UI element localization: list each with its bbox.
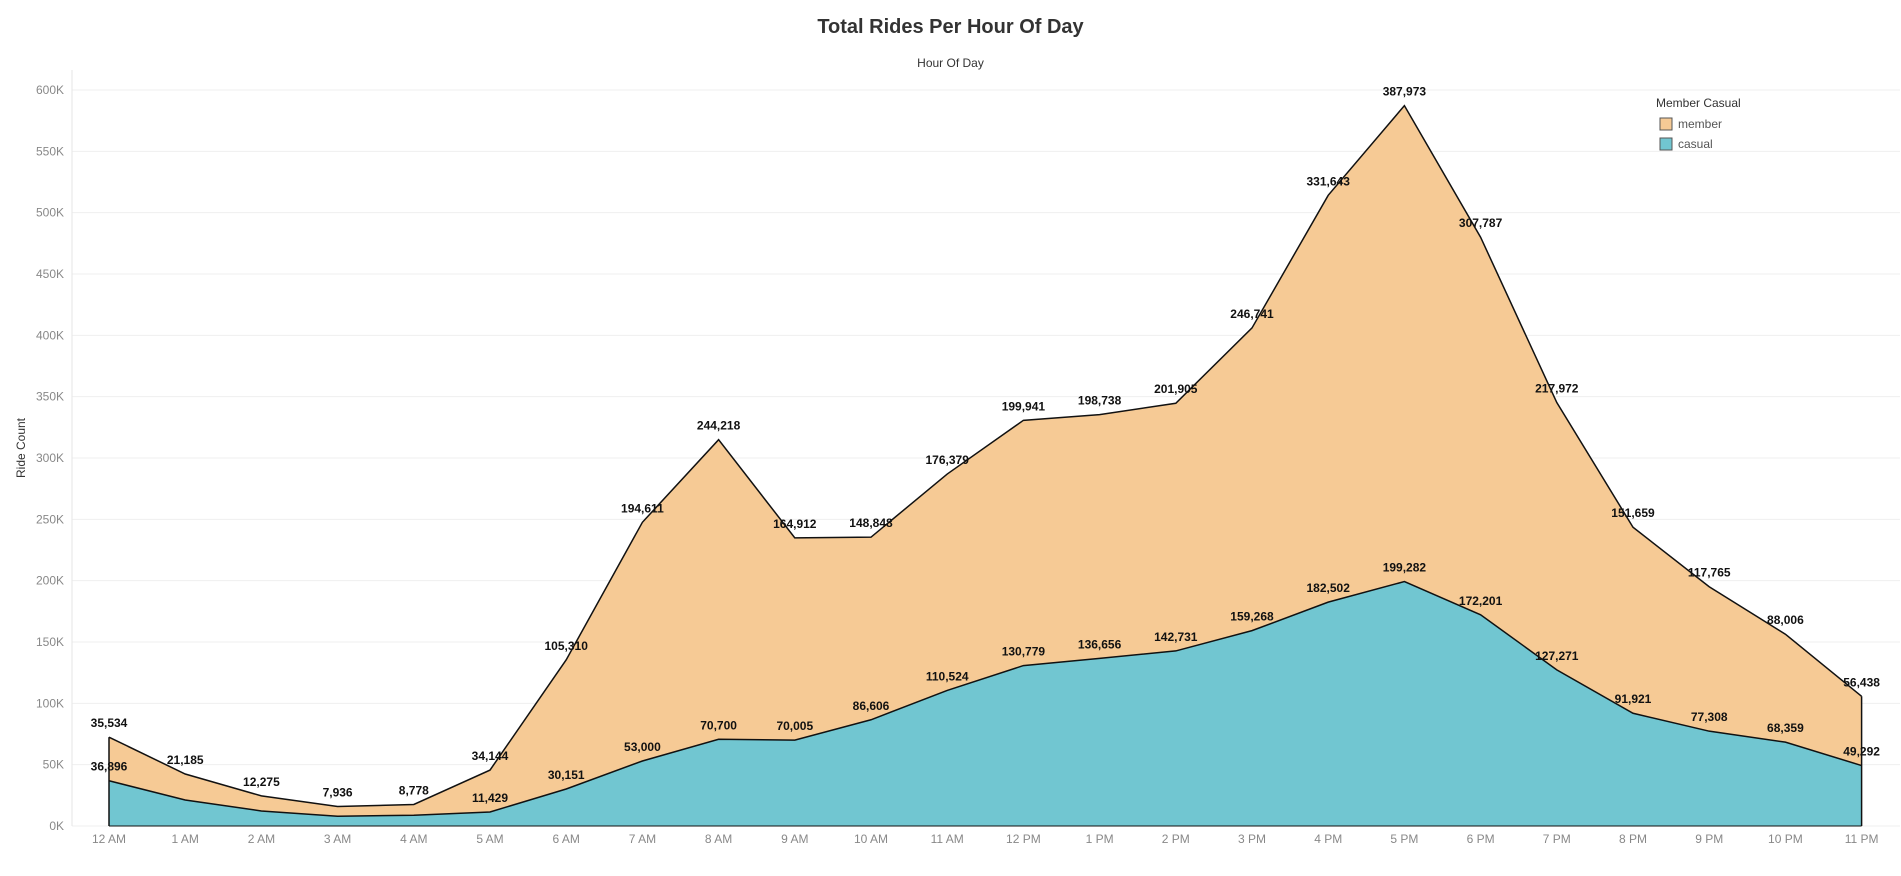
member-data-label: 34,144 xyxy=(472,749,509,763)
member-data-label: 201,905 xyxy=(1154,382,1198,396)
legend-swatch-member xyxy=(1659,117,1673,131)
casual-data-label: 70,005 xyxy=(776,719,813,733)
x-tick-label: 11 AM xyxy=(931,832,964,846)
x-tick-label: 12 PM xyxy=(1006,832,1041,846)
x-tick-label: 3 AM xyxy=(324,832,351,846)
casual-data-label: 49,292 xyxy=(1843,745,1880,759)
x-tick-label: 5 AM xyxy=(476,832,503,846)
legend-title: Member Casual xyxy=(1656,96,1741,110)
y-tick-label: 500K xyxy=(36,206,64,220)
member-data-label: 12,275 xyxy=(243,775,280,789)
casual-data-label: 53,000 xyxy=(624,740,661,754)
casual-data-label: 70,700 xyxy=(700,718,737,732)
x-tick-label: 2 PM xyxy=(1162,832,1190,846)
member-data-label: 387,973 xyxy=(1383,85,1427,99)
casual-data-label: 36,896 xyxy=(91,760,128,774)
x-tick-label: 5 PM xyxy=(1390,832,1418,846)
x-tick-label: 1 AM xyxy=(172,832,199,846)
member-data-label: 164,912 xyxy=(773,517,817,531)
legend-item-member: member xyxy=(1678,117,1722,131)
casual-data-label: 11,429 xyxy=(472,791,508,805)
y-tick-label: 150K xyxy=(36,635,64,649)
casual-line xyxy=(108,580,1862,818)
member-data-label: 88,006 xyxy=(1767,613,1804,627)
y-tick-label: 250K xyxy=(36,512,64,526)
y-tick-label: 0K xyxy=(49,819,64,833)
y-tick-label: 50K xyxy=(43,758,64,772)
casual-data-label: 199,282 xyxy=(1383,561,1427,575)
member-data-label: 105,310 xyxy=(545,639,589,653)
member-data-label: 151,659 xyxy=(1611,506,1655,520)
x-tick-label: 7 PM xyxy=(1543,832,1571,846)
casual-data-label: 130,779 xyxy=(1002,645,1046,659)
member-data-label: 217,972 xyxy=(1535,382,1579,396)
member-data-label: 199,941 xyxy=(1002,399,1046,413)
x-tick-label: 4 AM xyxy=(400,832,427,846)
y-tick-label: 300K xyxy=(36,451,64,465)
member-data-label: 56,438 xyxy=(1843,675,1880,689)
x-tick-label: 7 AM xyxy=(629,832,656,846)
chart-title: Total Rides Per Hour Of Day xyxy=(817,16,1084,38)
x-tick-label: 10 AM xyxy=(854,832,888,846)
x-tick-label: 9 PM xyxy=(1695,832,1723,846)
x-tick-label: 3 PM xyxy=(1238,832,1266,846)
member-data-label: 194,611 xyxy=(621,501,664,515)
casual-data-label: 136,656 xyxy=(1078,637,1122,651)
x-tick-label: 6 AM xyxy=(553,832,580,846)
member-data-label: 176,379 xyxy=(926,453,970,467)
x-tick-label: 1 PM xyxy=(1086,832,1114,846)
member-data-label: 117,765 xyxy=(1688,566,1731,580)
x-tick-label: 10 PM xyxy=(1768,832,1803,846)
casual-data-label: 77,308 xyxy=(1691,710,1728,724)
casual-data-label: 159,268 xyxy=(1230,610,1274,624)
x-tick-label: 8 AM xyxy=(705,832,732,846)
legend-swatch-casual xyxy=(1659,137,1673,151)
member-data-label: 8,778 xyxy=(399,783,429,797)
y-axis-ticks: 0K 50K 100K 150K 200K 250K 300K 350K 400K 450K 500… xyxy=(36,83,64,833)
x-axis-ticks: 12 AM 1 AM 2 AM 3 AM 4 AM 5 AM 6 AM 7 AM 8 AM 9 A… xyxy=(92,832,1879,846)
x-tick-label: 9 AM xyxy=(781,832,808,846)
member-data-label: 148,848 xyxy=(849,516,893,530)
y-tick-label: 100K xyxy=(36,696,64,710)
member-data-label: 307,787 xyxy=(1459,216,1503,230)
y-tick-label: 550K xyxy=(36,144,64,158)
area-series xyxy=(108,104,1863,827)
casual-area xyxy=(109,581,1862,826)
casual-data-label: 91,921 xyxy=(1615,692,1652,706)
x-tick-label: 2 AM xyxy=(248,832,275,846)
data-labels: 35,534 21,185 12,275 7,936 8,778 34,144 105,31… xyxy=(91,85,1881,805)
casual-data-label: 86,606 xyxy=(853,699,890,713)
member-area xyxy=(109,105,1862,817)
casual-data-label: 110,524 xyxy=(926,669,969,683)
y-axis-title: Ride Count xyxy=(14,417,28,478)
casual-data-label: 127,271 xyxy=(1535,649,1579,663)
member-line xyxy=(108,104,1863,808)
member-data-label: 198,738 xyxy=(1078,394,1122,408)
casual-data-label: 142,731 xyxy=(1154,630,1198,644)
x-axis-title: Hour Of Day xyxy=(917,56,984,70)
casual-data-label: 30,151 xyxy=(548,768,585,782)
y-tick-label: 350K xyxy=(36,390,64,404)
x-tick-label: 4 PM xyxy=(1314,832,1342,846)
casual-data-label: 182,502 xyxy=(1307,581,1351,595)
y-tick-label: 600K xyxy=(36,83,64,97)
x-tick-label: 8 PM xyxy=(1619,832,1647,846)
y-tick-label: 400K xyxy=(36,328,64,342)
legend-item-casual: casual xyxy=(1678,137,1713,151)
x-tick-label: 6 PM xyxy=(1467,832,1495,846)
x-tick-label: 12 AM xyxy=(92,832,126,846)
member-data-label: 21,185 xyxy=(167,753,204,767)
y-tick-label: 450K xyxy=(36,267,64,281)
legend[interactable]: Member Casual member casual xyxy=(1656,96,1741,151)
casual-data-label: 172,201 xyxy=(1459,594,1503,608)
casual-data-label: 68,359 xyxy=(1767,721,1804,735)
y-tick-label: 200K xyxy=(36,574,64,588)
member-data-label: 35,534 xyxy=(91,716,128,730)
member-data-label: 331,643 xyxy=(1307,174,1351,188)
member-data-label: 244,218 xyxy=(697,419,741,433)
member-data-label: 7,936 xyxy=(323,786,353,800)
member-data-label: 246,741 xyxy=(1230,307,1274,321)
x-tick-label: 11 PM xyxy=(1845,832,1879,846)
